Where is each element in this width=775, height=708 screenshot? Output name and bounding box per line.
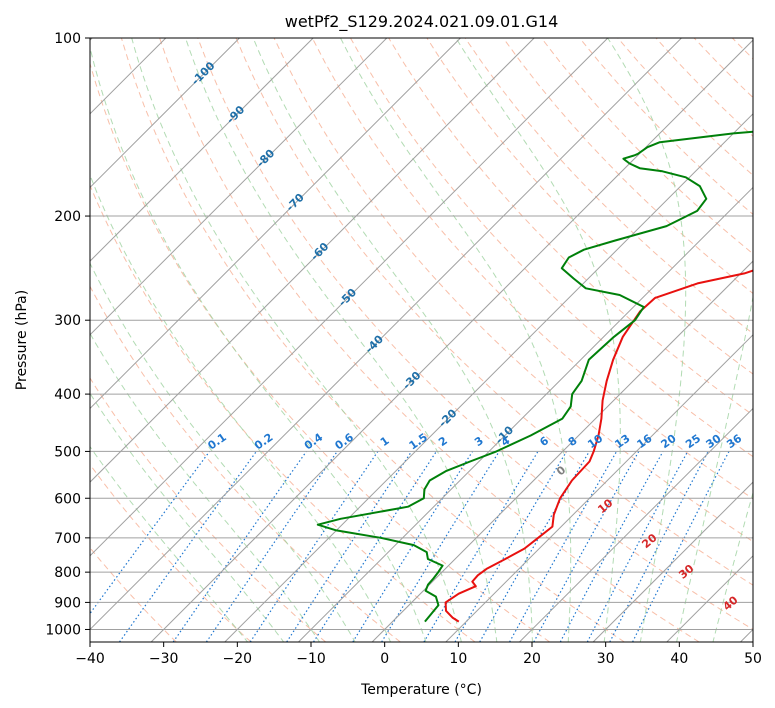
x-axis: −40 −30 −20 −10 0 10 20 30 40 50: [75, 642, 762, 667]
dry-adiabat-line: [90, 463, 252, 642]
dry-adiabat-line: [771, 38, 775, 642]
y-tick-label: 900: [54, 595, 81, 611]
y-tick-label: 800: [54, 565, 81, 581]
mixing-ratio-line: [249, 451, 379, 642]
dry-adiabat-line: [120, 38, 625, 642]
isotherm-line: [592, 481, 753, 642]
y-tick-label: 200: [54, 209, 81, 225]
chart-title: wetPf2_S129.2024.021.09.01.G14: [285, 12, 559, 32]
isotherm-line: [90, 38, 461, 410]
dry-adiabat-line: [159, 38, 700, 642]
x-tick-label: 20: [523, 651, 541, 667]
isotherm-line: [445, 334, 753, 642]
plot-area: [90, 38, 775, 642]
y-axis: 1000 900 800 700 600 500 400 300 200 100: [45, 31, 90, 638]
x-tick-label: 10: [449, 651, 467, 667]
isotherm-line: [224, 113, 753, 642]
mixing-ratio-line: [286, 451, 413, 642]
x-tick-label: 40: [670, 651, 688, 667]
mixing-ratio-line: [312, 451, 437, 642]
isotherm-line: [90, 38, 388, 336]
isotherm-line: [519, 407, 753, 642]
dry-adiabat-line: [235, 38, 753, 586]
isotherm-line: [90, 38, 240, 189]
y-tick-label: 600: [54, 491, 81, 507]
y-tick-label: 400: [54, 387, 81, 403]
moist-adiabat-line: [90, 262, 356, 642]
x-tick-label: 50: [744, 651, 762, 667]
pressure-gridlines: [90, 38, 753, 630]
mixing-ratio-line: [559, 451, 664, 642]
moist-adiabat-line: [90, 445, 249, 642]
y-tick-label: 700: [54, 531, 81, 547]
moist-adiabat-line: [90, 173, 392, 642]
y-axis-title: Pressure (hPa): [14, 290, 30, 390]
plot-background: [90, 38, 753, 642]
mixing-ratio-line: [172, 451, 307, 642]
isotherm-line: [90, 38, 535, 483]
dry-adiabat-line: [90, 377, 327, 642]
moist-adiabat-line: [712, 490, 753, 642]
moist-adiabat-line: [90, 332, 321, 642]
moist-adiabat-line: [185, 38, 498, 642]
dry-adiabat-line: [273, 38, 753, 543]
isotherm-line: [90, 38, 682, 631]
dry-adiabats: [90, 38, 775, 642]
x-axis-title: Temperature (°C): [360, 682, 482, 698]
isotherm-line: [371, 260, 753, 642]
dry-adiabat-line: [502, 38, 753, 295]
moist-adiabats: [90, 38, 753, 642]
moist-adiabat-line: [455, 38, 621, 642]
moist-adiabat-line: [676, 294, 753, 642]
moist-adiabat-line: [607, 38, 687, 642]
y-tick-label: 100: [54, 31, 81, 47]
moist-adiabat-line: [90, 45, 427, 642]
moist-adiabat-line: [90, 392, 285, 642]
mixing-ratio-line: [509, 451, 618, 642]
dry-adiabat-line: [90, 62, 550, 642]
dry-adiabat-line: [197, 38, 753, 631]
x-tick-label: −30: [149, 651, 179, 667]
isotherm-line: [90, 38, 609, 557]
isotherm-line: [150, 39, 753, 642]
dry-adiabat-line: [311, 38, 753, 500]
mixing-ratio-line: [533, 451, 640, 642]
x-tick-label: −40: [75, 651, 105, 667]
mixing-ratio-lines: [90, 451, 730, 642]
plot-frame: [89, 37, 754, 643]
isotherm-line: [90, 38, 314, 262]
mixing-ratio-line: [632, 451, 730, 642]
moist-adiabat-line: [131, 38, 462, 642]
x-tick-label: 30: [597, 651, 615, 667]
x-tick-label: 0: [380, 651, 389, 667]
temperature-profile-line: [444, 269, 753, 623]
mixing-ratio-line: [381, 451, 500, 642]
moist-adiabat-line: [252, 38, 533, 642]
y-tick-label: 500: [54, 444, 81, 460]
y-tick-label: 1000: [45, 622, 81, 638]
x-tick-label: −20: [223, 651, 253, 667]
mixing-ratio-line: [90, 451, 211, 615]
y-tick-label: 300: [54, 313, 81, 329]
dewpoint-profile-line: [316, 130, 753, 623]
mixing-ratio-line: [205, 451, 338, 642]
x-tick-label: −10: [296, 651, 326, 667]
